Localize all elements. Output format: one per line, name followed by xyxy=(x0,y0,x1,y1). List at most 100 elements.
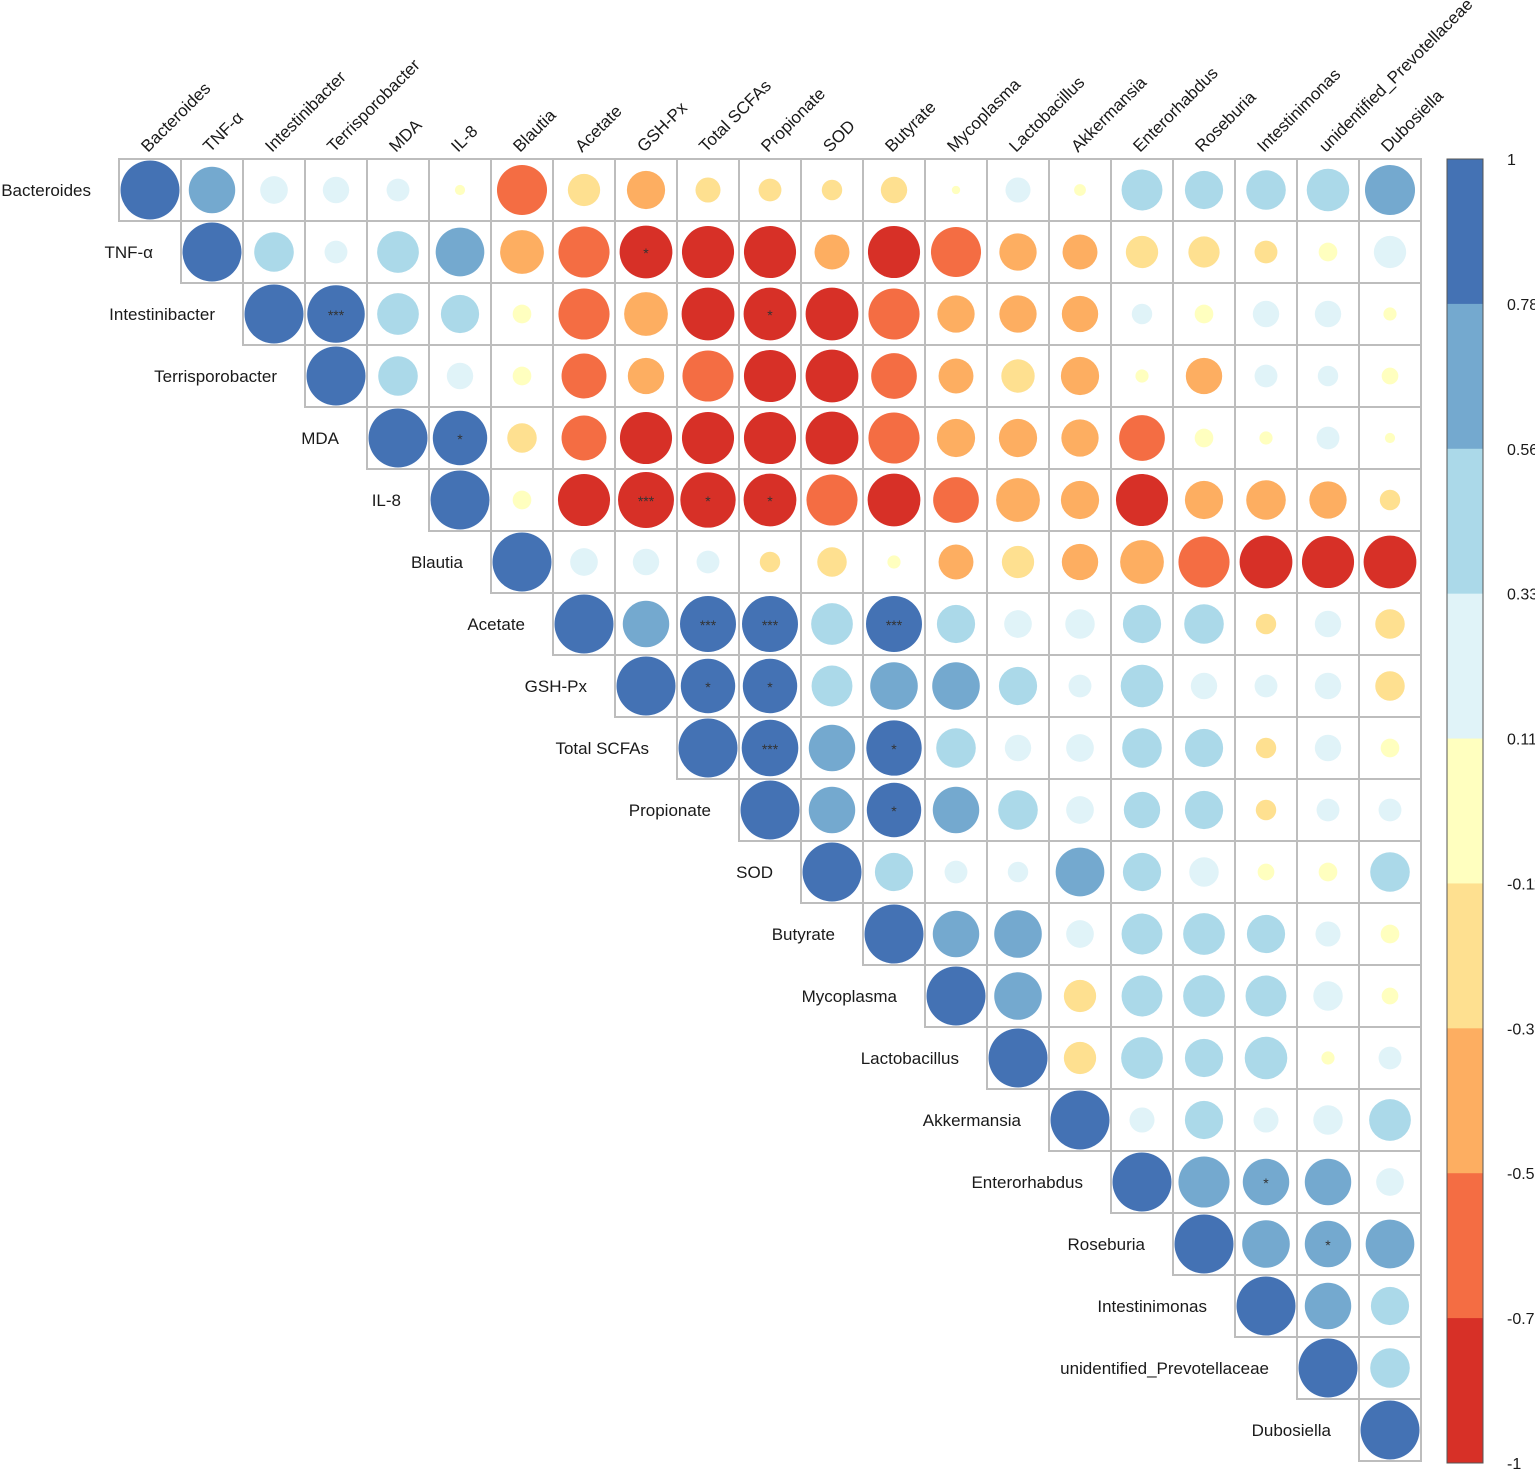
corr-circle-mda-blautia xyxy=(507,423,537,453)
colorbar-segment xyxy=(1447,159,1483,305)
corr-circle-akkermansia-intestinimonas xyxy=(1253,1107,1279,1133)
corr-circle-intestinibacter-dubosiella xyxy=(1383,307,1397,321)
corr-circle-il-8-butyrate xyxy=(867,473,921,527)
corr-circle-akkermansia-roseburia xyxy=(1184,1100,1224,1140)
row-label-intestinibacter: Intestinibacter xyxy=(109,305,215,324)
corr-circle-il-8-intestinimonas xyxy=(1246,480,1286,520)
corr-circle-terrisporobacter-acetate xyxy=(561,353,607,399)
corr-circle-propionate-sod xyxy=(808,786,856,834)
corr-circle-total-scfas-total-scfas xyxy=(678,718,738,778)
corr-circle-total-scfas-mycoplasma xyxy=(936,728,976,768)
corr-circle-mda-lactobacillus xyxy=(998,418,1038,458)
significance-mark: * xyxy=(891,741,897,757)
corr-circle-butyrate-roseburia xyxy=(1183,913,1225,955)
corr-circle-propionate-akkermansia xyxy=(1066,796,1094,824)
column-label-roseburia: Roseburia xyxy=(1191,87,1260,156)
corr-circle-gsh-px-unidentified-prevotellaceae xyxy=(1314,672,1342,700)
corr-circle-propionate-butyrate xyxy=(866,782,922,838)
row-label-butyrate: Butyrate xyxy=(772,925,835,944)
significance-mark: * xyxy=(457,431,463,447)
column-label-gsh-px: GSH-Px xyxy=(633,98,691,156)
significance-mark: * xyxy=(1263,1175,1269,1191)
significance-mark: *** xyxy=(638,493,655,509)
significance-mark: * xyxy=(1325,1237,1331,1253)
corr-circle-bacteroides-intestinimonas xyxy=(1246,170,1286,210)
corr-circle-tnf-roseburia xyxy=(1188,236,1220,268)
corr-circle-mda-il-8 xyxy=(432,410,488,466)
corr-circle-gsh-px-propionate xyxy=(742,658,798,714)
corr-circle-bacteroides-lactobacillus xyxy=(1005,177,1031,203)
colorbar-segment xyxy=(1447,303,1483,450)
corr-circle-gsh-px-dubosiella xyxy=(1375,671,1405,701)
colorbar-frame xyxy=(1446,158,1484,1464)
colorbar-segment xyxy=(1447,593,1483,740)
corr-circle-tnf-akkermansia xyxy=(1062,234,1098,270)
corr-circle-propionate-roseburia xyxy=(1184,790,1224,830)
corr-circle-acetate-acetate xyxy=(554,594,614,654)
corr-circle-mycoplasma-unidentified-prevotellaceae xyxy=(1313,981,1343,1011)
corr-circle-sod-enterorhabdus xyxy=(1122,852,1162,892)
corr-circle-total-scfas-intestinimonas xyxy=(1255,737,1277,759)
colorbar: 1 0.78 0.56 0.33 0.11 -0.11 -0.33 -0.56 -0.78 -1 xyxy=(1446,152,1535,1471)
corr-circle-gsh-px-enterorhabdus xyxy=(1120,664,1164,708)
corr-circle-propionate-propionate xyxy=(740,780,800,840)
row-label-il-8: IL-8 xyxy=(372,491,401,510)
corr-circle-terrisporobacter-intestinimonas xyxy=(1254,364,1278,388)
corr-circle-unidentified-prevotellaceae-dubosiella xyxy=(1370,1348,1410,1388)
corr-circle-sod-unidentified-prevotellaceae xyxy=(1318,862,1338,882)
significance-mark: * xyxy=(891,803,897,819)
corr-circle-total-scfas-sod xyxy=(808,724,856,772)
row-label-mycoplasma: Mycoplasma xyxy=(802,987,898,1006)
corr-circle-terrisporobacter-mycoplasma xyxy=(938,358,974,394)
row-label-mda: MDA xyxy=(301,429,339,448)
corr-circle-acetate-sod xyxy=(811,603,853,645)
corr-circle-intestinibacter-enterorhabdus xyxy=(1131,303,1153,325)
corr-circle-bacteroides-roseburia xyxy=(1184,170,1224,210)
row-labels: Bacteroides TNF-α Intestinibacter Terrispor… xyxy=(1,181,1331,1440)
corr-circle-tnf-mda xyxy=(377,231,419,273)
corr-circle-sod-akkermansia xyxy=(1055,847,1105,897)
corr-circle-terrisporobacter-butyrate xyxy=(871,353,917,399)
corr-circle-bacteroides-mycoplasma xyxy=(951,185,961,195)
colorbar-tick-label: 0.78 xyxy=(1507,297,1535,314)
corr-circle-blautia-mycoplasma xyxy=(938,544,974,580)
corr-circle-mda-gsh-px xyxy=(619,411,673,465)
corr-circle-acetate-gsh-px xyxy=(622,600,670,648)
corr-circle-intestinibacter-mda xyxy=(377,293,419,335)
cell-gsh-px-dubosiella xyxy=(1358,654,1422,718)
significance-mark: * xyxy=(767,307,773,323)
corr-circle-enterorhabdus-unidentified-prevotellaceae xyxy=(1304,1158,1352,1206)
corr-circle-tnf-gsh-px xyxy=(619,225,673,279)
corr-circle-intestinibacter-unidentified-prevotellaceae xyxy=(1314,300,1342,328)
cell-unidentified-prevotellaceae-dubosiella xyxy=(1358,1336,1422,1400)
corr-circle-roseburia-roseburia xyxy=(1174,1214,1234,1274)
corr-circle-enterorhabdus-enterorhabdus xyxy=(1112,1152,1172,1212)
corr-circle-terrisporobacter-roseburia xyxy=(1185,357,1223,395)
row-label-roseburia: Roseburia xyxy=(1068,1235,1146,1254)
corr-circle-tnf-tnf xyxy=(182,222,242,282)
corr-circle-il-8-gsh-px xyxy=(618,472,674,528)
corr-circle-lactobacillus-dubosiella xyxy=(1378,1046,1402,1070)
corr-circle-terrisporobacter-sod xyxy=(805,349,859,403)
corr-circle-terrisporobacter-blautia xyxy=(512,366,532,386)
corr-circle-intestinibacter-intestinimonas xyxy=(1252,300,1280,328)
corr-circle-gsh-px-roseburia xyxy=(1190,672,1218,700)
corr-circle-intestinibacter-propionate xyxy=(743,287,797,341)
corr-circle-intestinibacter-total-scfas xyxy=(681,287,735,341)
significance-mark: * xyxy=(767,679,773,695)
corr-circle-roseburia-unidentified-prevotellaceae xyxy=(1304,1220,1352,1268)
corr-circle-gsh-px-akkermansia xyxy=(1068,674,1092,698)
significance-mark: *** xyxy=(886,617,903,633)
row-label-acetate: Acetate xyxy=(467,615,525,634)
corr-circle-intestinibacter-mycoplasma xyxy=(937,295,975,333)
corr-circle-il-8-akkermansia xyxy=(1060,480,1100,520)
corr-circle-total-scfas-akkermansia xyxy=(1066,734,1094,762)
corr-circle-gsh-px-intestinimonas xyxy=(1254,674,1278,698)
colorbar-tick-label: 0.33 xyxy=(1507,587,1535,604)
corr-circle-mycoplasma-mycoplasma xyxy=(926,966,986,1026)
corr-circle-tnf-acetate xyxy=(558,226,610,278)
corr-circle-sod-sod xyxy=(802,842,862,902)
corr-circle-acetate-intestinimonas xyxy=(1255,613,1277,635)
corr-circle-intestinibacter-il-8 xyxy=(440,294,480,334)
